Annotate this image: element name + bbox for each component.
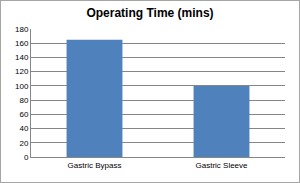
svg-text:0: 0 xyxy=(24,153,29,162)
svg-text:Operating Time (mins): Operating Time (mins) xyxy=(86,6,213,20)
svg-text:Gastric Sleeve: Gastric Sleeve xyxy=(195,161,248,170)
svg-text:140: 140 xyxy=(15,53,29,62)
svg-text:120: 120 xyxy=(15,67,29,76)
svg-text:40: 40 xyxy=(19,124,28,133)
svg-text:180: 180 xyxy=(15,25,29,34)
svg-text:100: 100 xyxy=(15,82,29,91)
svg-text:80: 80 xyxy=(19,96,28,105)
svg-text:60: 60 xyxy=(19,110,28,119)
svg-text:20: 20 xyxy=(19,139,28,148)
svg-text:Gastric Bypass: Gastric Bypass xyxy=(68,161,122,170)
svg-text:160: 160 xyxy=(15,39,29,48)
